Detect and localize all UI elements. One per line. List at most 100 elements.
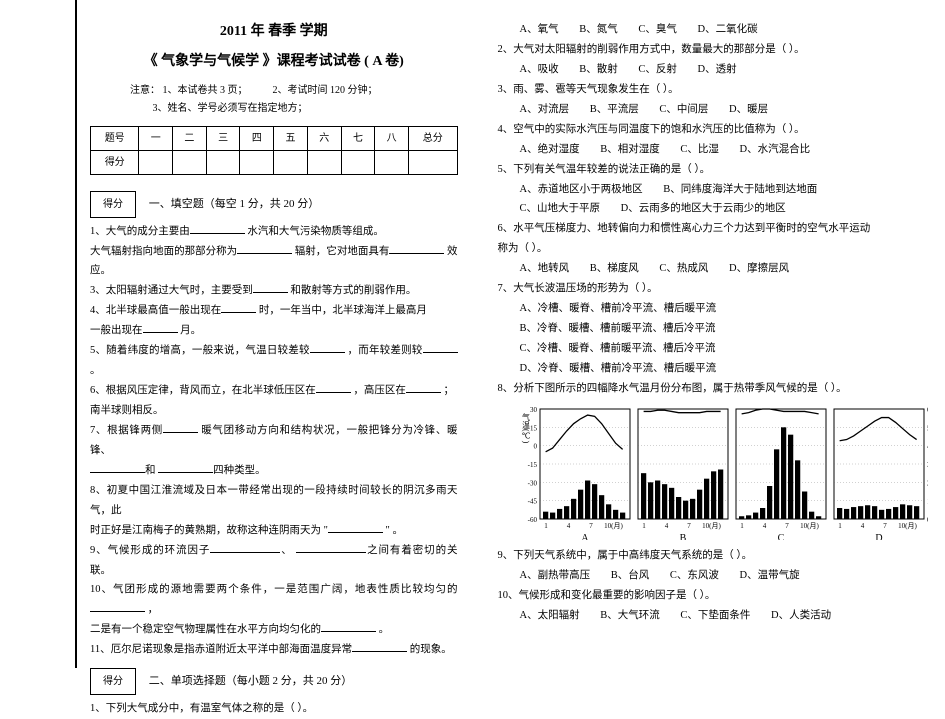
q: 11、厄尔尼诺现象是指赤道附近太平洋中部海面温度异常 的现象。 (90, 640, 458, 660)
course-title: 《 气象学与气候学 》课程考试试卷 (144, 54, 361, 69)
q: 南半球则相反。 (90, 401, 458, 421)
table-row: 得分 (91, 150, 458, 174)
options: A、赤道地区小于两极地区 B、同纬度海洋大于陆地到达地面 C、山地大于平原 D、… (498, 180, 916, 220)
options: A、太阳辐射 B、大气环流 C、下垫面条件 D、人类活动 (498, 606, 916, 626)
options: A、副热带高压 B、台风 C、东风波 D、温带气旋 (498, 566, 916, 586)
semester: 年 春季 学期 (251, 24, 328, 39)
q: 9、下列天气系统中，属于中高纬度天气系统的是（ ）。 (498, 546, 916, 566)
th: 题号 (91, 126, 139, 150)
q: 大气辐射指向地面的那部分称为 辐射，它对地面具有 效应。 (90, 242, 458, 282)
q: 一般出现在 月。 (90, 321, 458, 341)
svg-text:D: D (875, 533, 882, 540)
svg-text:300: 300 (927, 461, 928, 469)
svg-text:7: 7 (883, 522, 887, 530)
q: 二是有一个稳定空气物理属性在水平方向均匀化的 。 (90, 620, 458, 640)
svg-text:7: 7 (687, 522, 691, 530)
svg-text:-15: -15 (527, 461, 537, 469)
svg-text:4: 4 (664, 522, 668, 530)
climate-charts: 气温(℃)30150-15-30-45-6014710(月)A14710(月)B… (518, 405, 908, 540)
svg-text:0: 0 (533, 442, 537, 450)
svg-text:7: 7 (589, 522, 593, 530)
q: 8、分析下图所示的四幅降水气温月份分布图，属于热带季风气候的是（ ）。 (498, 379, 916, 399)
note-label: 注意： (130, 85, 160, 96)
table-row: 题号 一 二 三 四 五 六 七 八 总分 (91, 126, 458, 150)
svg-text:10(月): 10(月) (800, 522, 819, 530)
q: 9、气候形成的环流因子、 之间有着密切的关联。 (90, 541, 458, 581)
svg-text:4: 4 (860, 522, 864, 530)
svg-text:10(月): 10(月) (898, 522, 917, 530)
section1-title: 一、填空题（每空 1 分，共 20 分） (149, 195, 320, 214)
svg-text:100: 100 (927, 497, 928, 505)
paper-variant: ( A 卷) (364, 54, 404, 69)
score-table: 题号 一 二 三 四 五 六 七 八 总分 得分 (90, 126, 458, 175)
svg-text:1: 1 (642, 522, 646, 530)
svg-text:500: 500 (927, 424, 928, 432)
page-left: 2011 年 春季 学期 《 气象学与气候学 》课程考试试卷 ( A 卷) 注意… (0, 0, 473, 668)
svg-text:15: 15 (530, 424, 538, 432)
q: 4、空气中的实际水汽压与同温度下的饱和水汽压的比值称为（ ）。 (498, 120, 916, 140)
svg-text:1: 1 (544, 522, 548, 530)
th: 五 (274, 126, 308, 150)
score-box: 得分 (90, 668, 136, 695)
year: 2011 (220, 24, 247, 39)
options: A、绝对湿度 B、相对湿度 C、比湿 D、水汽混合比 (498, 140, 916, 160)
section2-title: 二、单项选择题（每小题 2 分，共 20 分） (149, 672, 353, 691)
chart-svg: 气温(℃)30150-15-30-45-6014710(月)A14710(月)B… (518, 405, 928, 540)
note2: 2、考试时间 (273, 85, 328, 96)
svg-text:A: A (581, 533, 589, 540)
q: 1、大气的成分主要由 水汽和大气污染物质等组成。 (90, 222, 458, 242)
th: 四 (240, 126, 274, 150)
svg-text:C: C (777, 533, 784, 540)
th: 总分 (409, 126, 458, 150)
th: 一 (139, 126, 173, 150)
page-right: A、氧气 B、氮气 C、臭气 D、二氧化碳 2、大气对太阳辐射的削弱作用方式中，… (473, 0, 945, 668)
svg-text:4: 4 (566, 522, 570, 530)
svg-text:200: 200 (927, 479, 928, 487)
q: 1、下列大气成分中，有温室气体之称的是（ ）。 (90, 699, 458, 719)
options: A、吸收 B、散射 C、反射 D、透射 (498, 60, 916, 80)
options: A、地转风 B、梯度风 C、热成风 D、摩擦层风 (498, 259, 916, 279)
svg-text:1: 1 (838, 522, 842, 530)
svg-text:4: 4 (762, 522, 766, 530)
q: 称为（ ）。 (498, 239, 916, 259)
q: 8、初夏中国江淮流域及日本一带经常出现的一段持续时间较长的阴沉多雨天气，此 (90, 481, 458, 521)
note3: 3、姓名、学号必须写在指定地方； (153, 103, 308, 114)
svg-text:600: 600 (927, 406, 928, 414)
th: 七 (341, 126, 375, 150)
exam-notes: 注意： 1、本试卷共 3 页； 2、考试时间 120 分钟； 3、姓名、学号必须… (90, 82, 458, 118)
svg-text:1: 1 (740, 522, 744, 530)
q: 6、水平气压梯度力、地转偏向力和惯性离心力三个力达到平衡时的空气水平运动 (498, 219, 916, 239)
q: 5、下列有关气温年较差的说法正确的是（ ）。 (498, 160, 916, 180)
th: 八 (375, 126, 409, 150)
th: 二 (173, 126, 207, 150)
score-box: 得分 (90, 191, 136, 218)
q: 4、北半球最高值一般出现在 时，一年当中，北半球海洋上最高月 (90, 301, 458, 321)
note2-time: 120 分钟； (330, 85, 378, 96)
q: 10、气候形成和变化最重要的影响因子是（ ）。 (498, 586, 916, 606)
options: A、氧气 B、氮气 C、臭气 D、二氧化碳 (498, 20, 916, 40)
note1: 1、本试卷共 3 页； (163, 85, 248, 96)
options: A、对流层 B、平流层 C、中间层 D、暖层 (498, 100, 916, 120)
svg-text:B: B (679, 533, 686, 540)
q: 7、根据锋两侧 暖气团移动方向和结构状况，一般把锋分为冷锋、暖锋、 (90, 421, 458, 461)
th: 六 (307, 126, 341, 150)
exam-header: 2011 年 春季 学期 《 气象学与气候学 》课程考试试卷 ( A 卷) 注意… (90, 20, 458, 118)
options: A、冷槽、暖脊、槽前冷平流、槽后暖平流 B、冷脊、暖槽、槽前暖平流、槽后冷平流 … (498, 299, 916, 379)
q: 时正好是江南梅子的黄熟期，故称这种连阴雨天为 " " 。 (90, 521, 458, 541)
binding-margin (75, 0, 77, 668)
q: 和 四种类型。 (90, 461, 458, 481)
svg-text:10(月): 10(月) (604, 522, 623, 530)
svg-text:-60: -60 (527, 516, 537, 524)
q: 10、气团形成的源地需要两个条件，一是范围广阔，地表性质比较均匀的 ， (90, 580, 458, 620)
th: 三 (206, 126, 240, 150)
svg-text:30: 30 (530, 406, 538, 414)
svg-text:10(月): 10(月) (702, 522, 721, 530)
svg-text:400: 400 (927, 442, 928, 450)
q: 3、太阳辐射通过大气时，主要受到 和散射等方式的削弱作用。 (90, 281, 458, 301)
svg-text:-45: -45 (527, 497, 537, 505)
q: 2、大气对太阳辐射的削弱作用方式中，数量最大的那部分是（ ）。 (498, 40, 916, 60)
q: 5、随着纬度的增高，一般来说，气温日较差较 ，而年较差则较 。 (90, 341, 458, 381)
svg-text:-30: -30 (527, 479, 537, 487)
q: 3、雨、雾、雹等天气现象发生在（ ）。 (498, 80, 916, 100)
svg-text:7: 7 (785, 522, 789, 530)
